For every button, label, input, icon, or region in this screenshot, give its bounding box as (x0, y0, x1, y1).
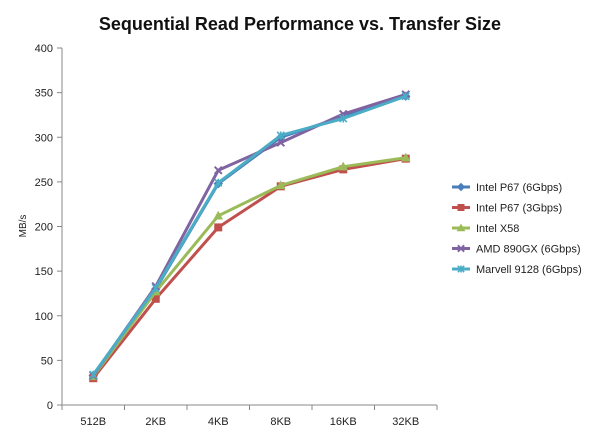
y-tick-label: 150 (35, 266, 53, 278)
y-tick-label: 100 (35, 311, 53, 323)
x-tick-label: 512B (80, 416, 106, 428)
y-tick-label: 350 (35, 88, 53, 100)
series-line (92, 92, 407, 377)
legend-item: Marvell 9128 (6Gbps) (452, 264, 582, 276)
x-tick-label: 4KB (208, 416, 229, 428)
series-3 (88, 152, 411, 381)
data-point (276, 138, 286, 147)
legend-label: Intel X58 (476, 223, 519, 235)
legend: Intel P67 (6Gbps) Intel P67 (3Gbps) Intel … (452, 182, 582, 276)
series-line (92, 94, 407, 377)
legend-marker (456, 223, 466, 232)
legend-marker (457, 265, 465, 273)
legend-label: Intel P67 (6Gbps) (476, 182, 562, 194)
data-point (276, 131, 285, 140)
series-line (92, 157, 407, 380)
series-2 (89, 154, 410, 383)
x-tick-label: 32KB (392, 416, 419, 428)
legend-marker (457, 244, 465, 253)
chart-title: Sequential Read Performance vs. Transfer… (99, 14, 501, 34)
data-point (338, 161, 349, 171)
legend-item: Intel X58 (452, 223, 519, 235)
y-tick-label: 250 (35, 177, 53, 189)
data-point (89, 370, 98, 379)
legend-label: Intel P67 (3Gbps) (476, 203, 562, 215)
legend-item: Intel P67 (3Gbps) (452, 203, 562, 215)
series-layer (88, 90, 411, 383)
data-point (213, 165, 223, 175)
data-point (214, 223, 223, 232)
legend-label: AMD 890GX (6Gbps) (476, 244, 581, 256)
y-tick-label: 200 (35, 222, 53, 234)
tick-labels: 0 50 100 150 200 250 300 350 400 512B 2KB 4KB 8KB 16K… (35, 43, 438, 428)
series-4 (88, 90, 411, 380)
x-tick-label: 8KB (270, 416, 291, 428)
y-axis-label: MB/s (18, 215, 29, 238)
series-line (92, 94, 407, 376)
legend-item: Intel P67 (6Gbps) (452, 182, 562, 194)
x-tick-label: 2KB (145, 416, 166, 428)
legend-marker (457, 204, 465, 211)
data-point (214, 178, 223, 187)
y-tick-label: 50 (41, 355, 53, 367)
series-1 (88, 91, 411, 381)
y-tick-label: 400 (35, 43, 53, 55)
legend-marker (456, 182, 466, 192)
x-tick-label: 16KB (330, 416, 357, 428)
series-line (92, 156, 406, 378)
data-point (151, 283, 160, 293)
y-tick-label: 0 (47, 400, 53, 412)
data-point (401, 92, 410, 101)
legend-label: Marvell 9128 (6Gbps) (476, 264, 582, 276)
y-tick-label: 300 (35, 132, 53, 144)
data-point (339, 114, 348, 123)
series-5 (89, 92, 410, 379)
data-point (213, 210, 224, 220)
data-point (400, 152, 411, 162)
legend-item: AMD 890GX (6Gbps) (452, 244, 581, 256)
data-point (275, 180, 286, 190)
